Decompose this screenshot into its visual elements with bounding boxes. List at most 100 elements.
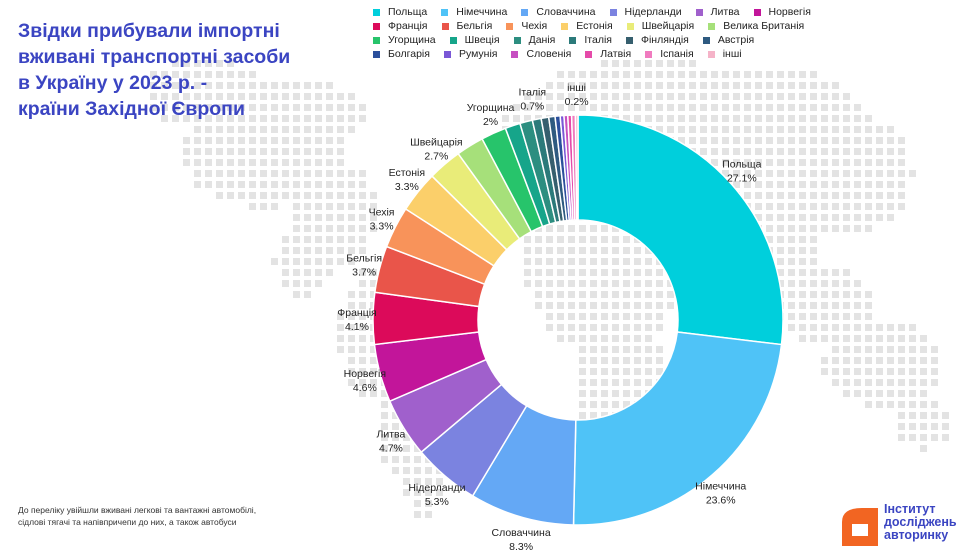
map-dot bbox=[821, 93, 828, 100]
map-dot bbox=[810, 302, 817, 309]
map-dot bbox=[766, 93, 773, 100]
map-dot bbox=[788, 302, 795, 309]
map-dot bbox=[623, 357, 630, 364]
map-dot bbox=[612, 60, 619, 67]
map-dot bbox=[601, 368, 608, 375]
map-dot bbox=[326, 115, 333, 122]
map-dot bbox=[777, 192, 784, 199]
map-dot bbox=[304, 82, 311, 89]
map-dot bbox=[601, 291, 608, 298]
map-dot bbox=[623, 258, 630, 265]
map-dot bbox=[887, 203, 894, 210]
map-dot bbox=[887, 379, 894, 386]
map-dot bbox=[271, 93, 278, 100]
map-dot bbox=[359, 324, 366, 331]
legend-item: Латвія bbox=[585, 47, 631, 61]
map-dot bbox=[832, 346, 839, 353]
map-dot bbox=[348, 225, 355, 232]
map-dot bbox=[733, 115, 740, 122]
legend-item: інші bbox=[707, 47, 742, 61]
map-dot bbox=[832, 126, 839, 133]
map-dot bbox=[667, 126, 674, 133]
map-dot bbox=[150, 93, 157, 100]
map-dot bbox=[590, 247, 597, 254]
map-dot bbox=[348, 291, 355, 298]
map-dot bbox=[645, 280, 652, 287]
map-dot bbox=[876, 203, 883, 210]
map-dot bbox=[524, 93, 531, 100]
map-dot bbox=[271, 181, 278, 188]
map-dot bbox=[832, 269, 839, 276]
map-dot bbox=[315, 192, 322, 199]
map-dot bbox=[788, 104, 795, 111]
map-dot bbox=[348, 324, 355, 331]
map-dot bbox=[843, 390, 850, 397]
map-dot bbox=[832, 225, 839, 232]
map-dot bbox=[777, 71, 784, 78]
map-dot bbox=[887, 148, 894, 155]
map-dot bbox=[304, 181, 311, 188]
map-dot bbox=[590, 313, 597, 320]
map-dot bbox=[326, 181, 333, 188]
map-dot bbox=[909, 401, 916, 408]
map-dot bbox=[832, 203, 839, 210]
map-dot bbox=[821, 357, 828, 364]
map-dot bbox=[920, 401, 927, 408]
map-dot bbox=[821, 192, 828, 199]
map-dot bbox=[854, 181, 861, 188]
map-dot bbox=[227, 181, 234, 188]
map-dot bbox=[568, 82, 575, 89]
map-dot bbox=[414, 511, 421, 518]
map-dot bbox=[645, 346, 652, 353]
map-dot bbox=[282, 236, 289, 243]
map-dot bbox=[535, 258, 542, 265]
map-dot bbox=[326, 126, 333, 133]
map-dot bbox=[315, 236, 322, 243]
map-dot bbox=[799, 324, 806, 331]
map-dot bbox=[854, 104, 861, 111]
map-dot bbox=[414, 467, 421, 474]
map-dot bbox=[238, 126, 245, 133]
legend-label: Словенія bbox=[526, 48, 572, 60]
map-dot bbox=[810, 192, 817, 199]
map-dot bbox=[216, 137, 223, 144]
map-dot bbox=[271, 203, 278, 210]
map-dot bbox=[645, 291, 652, 298]
map-dot bbox=[744, 71, 751, 78]
map-dot bbox=[304, 225, 311, 232]
legend-label: Румунія bbox=[458, 48, 498, 60]
map-dot bbox=[810, 280, 817, 287]
map-dot bbox=[832, 137, 839, 144]
map-dot bbox=[282, 170, 289, 177]
map-dot bbox=[854, 214, 861, 221]
donut-slice bbox=[572, 331, 783, 526]
map-dot bbox=[293, 214, 300, 221]
map-dot bbox=[832, 192, 839, 199]
legend-label: Естонія bbox=[576, 20, 613, 32]
map-dot bbox=[337, 148, 344, 155]
map-dot bbox=[634, 357, 641, 364]
slice-name-label: Чехія bbox=[369, 206, 395, 218]
map-dot bbox=[370, 269, 377, 276]
map-dot bbox=[645, 82, 652, 89]
map-dot bbox=[326, 148, 333, 155]
map-dot bbox=[810, 291, 817, 298]
logo-text: Інститут досліджень авторинку bbox=[884, 503, 957, 542]
map-dot bbox=[590, 412, 597, 419]
map-dot bbox=[535, 247, 542, 254]
map-dot bbox=[755, 126, 762, 133]
map-dot bbox=[931, 401, 938, 408]
map-dot bbox=[678, 82, 685, 89]
map-dot bbox=[535, 302, 542, 309]
map-dot bbox=[909, 368, 916, 375]
map-dot bbox=[645, 115, 652, 122]
map-dot bbox=[788, 181, 795, 188]
map-dot bbox=[557, 225, 564, 232]
map-dot bbox=[788, 324, 795, 331]
map-dot bbox=[777, 236, 784, 243]
map-dot bbox=[172, 115, 179, 122]
map-dot bbox=[656, 368, 663, 375]
map-dot bbox=[546, 93, 553, 100]
map-dot bbox=[898, 401, 905, 408]
map-dot bbox=[348, 368, 355, 375]
